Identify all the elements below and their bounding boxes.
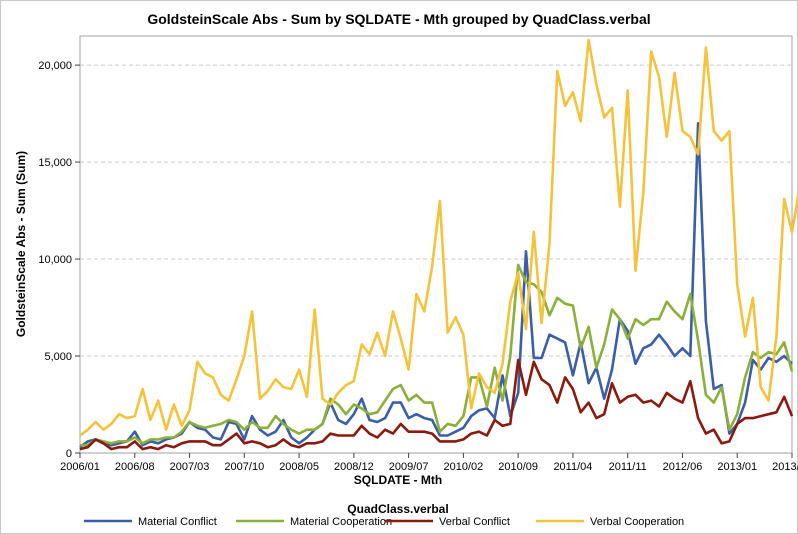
- legend-label: Verbal Conflict: [439, 516, 510, 528]
- x-tick-label: 2007/10: [224, 461, 264, 473]
- x-tick-label: 2009/07: [389, 461, 429, 473]
- legend-title: QuadClass.verbal: [347, 502, 448, 516]
- plot-area: [79, 35, 793, 454]
- legend-item-verbal-conflict: Verbal Conflict: [385, 516, 510, 528]
- x-tick-label: 2008/05: [279, 461, 319, 473]
- series-lines: [79, 38, 798, 451]
- legend-item-verbal-cooperation: Verbal Cooperation: [536, 516, 684, 528]
- legend-label: Verbal Cooperation: [590, 516, 684, 528]
- x-tick-label: 2013/08: [772, 461, 798, 473]
- legend-item-material-cooperation: Material Cooperation: [236, 516, 392, 528]
- legend-label: Material Cooperation: [290, 516, 392, 528]
- x-axis-label: SQLDATE - Mth: [354, 473, 442, 487]
- series-line-verbal-conflict: [79, 358, 794, 451]
- x-tick-label: 2010/09: [498, 461, 538, 473]
- legend: Material Conflict Material Cooperation Ver…: [84, 516, 684, 528]
- x-tick-label: 2008/12: [334, 461, 374, 473]
- x-tick-label: 2011/04: [553, 461, 592, 473]
- x-tick-label: 2013/01: [717, 461, 757, 473]
- y-tick-label: 20,000: [38, 60, 72, 72]
- x-tick-label: 2010/02: [444, 461, 484, 473]
- y-tick-label: 15,000: [38, 157, 72, 169]
- x-tick-label: 2006/01: [60, 461, 100, 473]
- series-line-verbal-cooperation: [79, 38, 798, 437]
- x-tick-label: 2011/11: [609, 461, 647, 473]
- y-axis-ticks: 0 5,000 10,000 15,000 20,000: [38, 60, 80, 460]
- legend-label: Material Conflict: [138, 516, 217, 528]
- legend-item-material-conflict: Material Conflict: [84, 516, 217, 528]
- x-tick-label: 2007/03: [170, 461, 210, 473]
- x-tick-label: 2006/08: [115, 461, 155, 473]
- y-tick-label: 0: [66, 448, 72, 460]
- y-axis-label: GoldsteinScale Abs - Sum (Sum): [14, 151, 28, 337]
- series-line-material-cooperation: [80, 263, 794, 447]
- x-axis-ticks: 2006/01 2006/08 2007/03 2007/10 2008/05 2008/…: [60, 453, 798, 473]
- series-line-material-conflict: [79, 122, 793, 449]
- x-tick-label: 2012/06: [663, 461, 703, 473]
- chart-title: GoldsteinScale Abs - Sum by SQLDATE - Mt…: [147, 11, 650, 27]
- y-tick-label: 10,000: [38, 254, 72, 266]
- y-tick-label: 5,000: [44, 351, 72, 363]
